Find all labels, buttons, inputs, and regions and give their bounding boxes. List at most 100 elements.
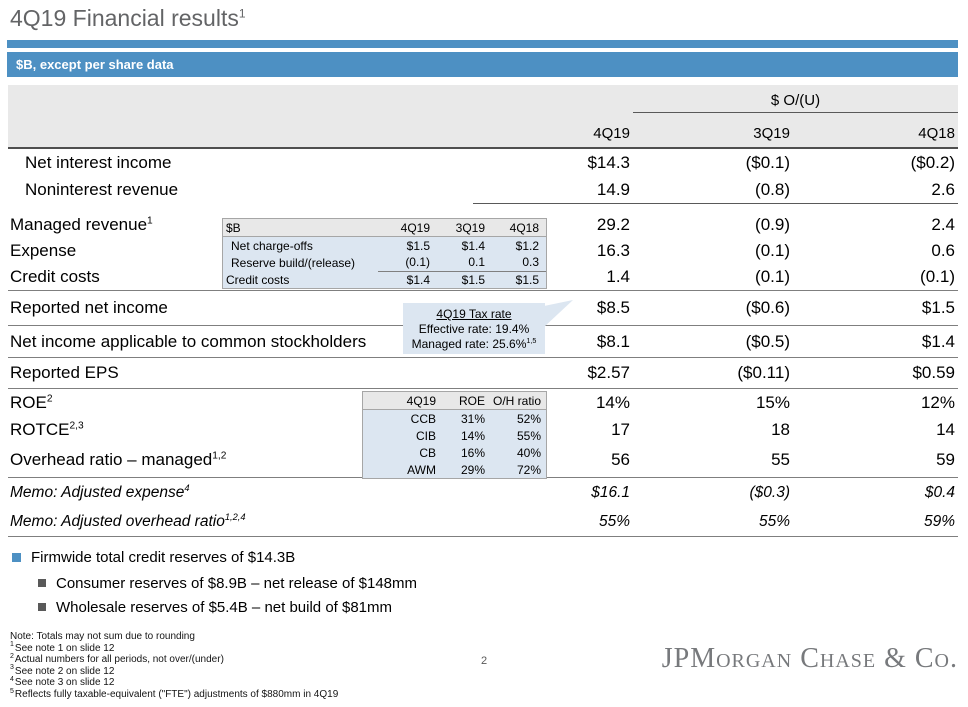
cell-4q18: 14	[936, 419, 955, 439]
page-title: 4Q19 Financial results1	[10, 5, 246, 32]
row-label: CCB	[410, 411, 436, 426]
roe-inset-col-roe: ROE	[458, 393, 485, 408]
cell-4q18: $1.4	[921, 331, 955, 351]
cell-4q18: 59	[936, 450, 955, 469]
table-row-noninterest-revenue: Noninterest revenue 14.9 (0.8) 2.6	[8, 176, 958, 203]
tax-callout-managed: Managed rate: 25.6%1,5	[411, 336, 537, 351]
cell-4q18: 12%	[920, 392, 955, 412]
row-label: Overhead ratio – managed1,2	[10, 450, 227, 469]
tax-callout-effective: Effective rate: 19.4%	[418, 322, 530, 336]
cell-3q19: ($0.3)	[749, 483, 791, 501]
col-header-4q18: 4Q18	[918, 125, 955, 142]
cell-4q18: 0.6	[931, 241, 955, 260]
table-row-net-income-common: Net income applicable to common stockhol…	[8, 326, 958, 357]
row-label: Credit costs	[10, 267, 100, 286]
credit-inset-col-3q19: 3Q19	[455, 220, 485, 235]
cell-3q19: ($0.6)	[745, 298, 790, 317]
tax-rate-callout: 4Q19 Tax rate Effective rate: 19.4% Mana…	[403, 303, 545, 354]
separator	[8, 290, 958, 291]
bullet-square-icon	[38, 579, 46, 587]
roe-inset-row-cb: CB 16% 40%	[363, 444, 546, 461]
row-label: Noninterest revenue	[25, 179, 179, 199]
sum-line	[473, 203, 958, 204]
row-label: Credit costs	[226, 272, 290, 287]
cell-4q19: $1.4	[406, 272, 430, 287]
cell-3q19: (0.9)	[755, 215, 790, 234]
cell-3q19: 15%	[755, 392, 790, 412]
cell-3q19: 55	[771, 450, 790, 469]
col-header-3q19: 3Q19	[753, 125, 790, 142]
cell-3q19: ($0.11)	[737, 363, 790, 382]
cell-oh-ratio: 52%	[516, 411, 541, 426]
row-label: AWM	[407, 462, 436, 477]
table-row-memo-adjusted-expense: Memo: Adjusted expense4 $16.1 ($0.3) $0.…	[8, 478, 958, 507]
cell-4q19: $16.1	[591, 483, 630, 501]
table-row-overhead-ratio: Overhead ratio – managed1,2 56 55 59	[8, 443, 958, 477]
row-label: Reported net income	[10, 298, 168, 317]
credit-inset-unit: $B	[226, 220, 241, 235]
roe-inset-row-ccb: CCB 31% 52%	[363, 410, 546, 427]
group-header-ou: $ O/(U)	[633, 92, 958, 113]
cell-4q18: $0.4	[924, 483, 955, 501]
cell-roe: 16%	[460, 445, 485, 460]
cell-4q18: ($0.2)	[910, 152, 955, 172]
credit-inset-row-credit-costs: Credit costs $1.4 $1.5 $1.5	[223, 271, 546, 288]
cell-4q19: 1.4	[606, 267, 630, 286]
row-label: Net charge-offs	[231, 238, 313, 253]
bullet-item-main: Firmwide total credit reserves of $14.3B	[12, 544, 417, 571]
cell-4q19: 14.9	[596, 179, 630, 199]
cell-3q19: ($0.1)	[745, 152, 790, 172]
cell-4q19: $1.5	[406, 238, 430, 253]
cell-4q19: 14%	[595, 392, 630, 412]
accent-strip	[7, 40, 958, 48]
bullet-section: Firmwide total credit reserves of $14.3B…	[12, 544, 417, 619]
bullet-square-icon	[12, 553, 21, 562]
cell-roe: 14%	[460, 428, 485, 443]
table-row-reported-eps: Reported EPS $2.57 ($0.11) $0.59	[8, 358, 958, 388]
credit-inset-col-4q18: 4Q18	[509, 220, 539, 235]
cell-oh-ratio: 55%	[516, 428, 541, 443]
row-label: Memo: Adjusted expense4	[10, 482, 190, 501]
cell-3q19: 0.1	[433, 254, 488, 272]
cell-3q19: $1.4	[461, 238, 485, 253]
cell-4q19: 56	[611, 450, 630, 469]
callout-pointer-icon	[544, 300, 573, 327]
footnote-line: 1See note 1 on slide 12	[10, 641, 115, 654]
roe-inset-col-oh-ratio: O/H ratio	[492, 393, 541, 408]
credit-inset-row-reserve-build: Reserve build/(release) (0.1) 0.1 0.3	[223, 254, 546, 272]
bullet-square-icon	[38, 603, 46, 611]
column-headers: 4Q19 3Q19 4Q18	[478, 125, 958, 142]
page-title-footnote-ref: 1	[238, 6, 246, 21]
separator	[8, 388, 958, 389]
cell-4q19: 55%	[598, 512, 630, 530]
cell-3q19: (0.1)	[755, 241, 790, 260]
cell-3q19: 18	[771, 419, 790, 439]
row-label: ROTCE2,3	[10, 419, 84, 439]
row-label: Memo: Adjusted overhead ratio1,2,4	[10, 511, 246, 530]
row-label: CIB	[415, 428, 436, 443]
cell-4q18: 2.6	[931, 179, 955, 199]
row-label: Managed revenue1	[10, 215, 153, 234]
cell-3q19: 55%	[758, 512, 790, 530]
row-label: Net interest income	[25, 152, 172, 172]
cell-4q18: $1.5	[515, 272, 539, 287]
credit-inset-header: $B 4Q19 3Q19 4Q18	[223, 219, 546, 237]
cell-4q18: $1.2	[515, 238, 539, 253]
credit-costs-inset-table: $B 4Q19 3Q19 4Q18 Net charge-offs $1.5 $…	[222, 218, 547, 289]
table-header-band: $ O/(U) 4Q19 3Q19 4Q18	[8, 85, 958, 149]
bullet-text: Wholesale reserves of $5.4B – net build …	[56, 598, 393, 616]
cell-4q19: $8.1	[596, 331, 630, 351]
bullet-item-sub: Wholesale reserves of $5.4B – net build …	[38, 595, 417, 619]
row-label: ROE2	[10, 392, 53, 412]
row-label: CB	[419, 445, 436, 460]
page-number: 2	[480, 655, 488, 667]
separator	[8, 357, 958, 358]
table-row-managed-revenue: Managed revenue1 29.2 (0.9) 2.4	[8, 212, 958, 238]
tax-callout-title: 4Q19 Tax rate	[436, 307, 512, 321]
cell-3q19: $1.5	[461, 272, 485, 287]
cell-3q19: ($0.5)	[745, 331, 790, 351]
cell-roe: 29%	[460, 462, 485, 477]
cell-4q19: (0.1)	[378, 254, 433, 272]
cell-4q18: 59%	[923, 512, 955, 530]
